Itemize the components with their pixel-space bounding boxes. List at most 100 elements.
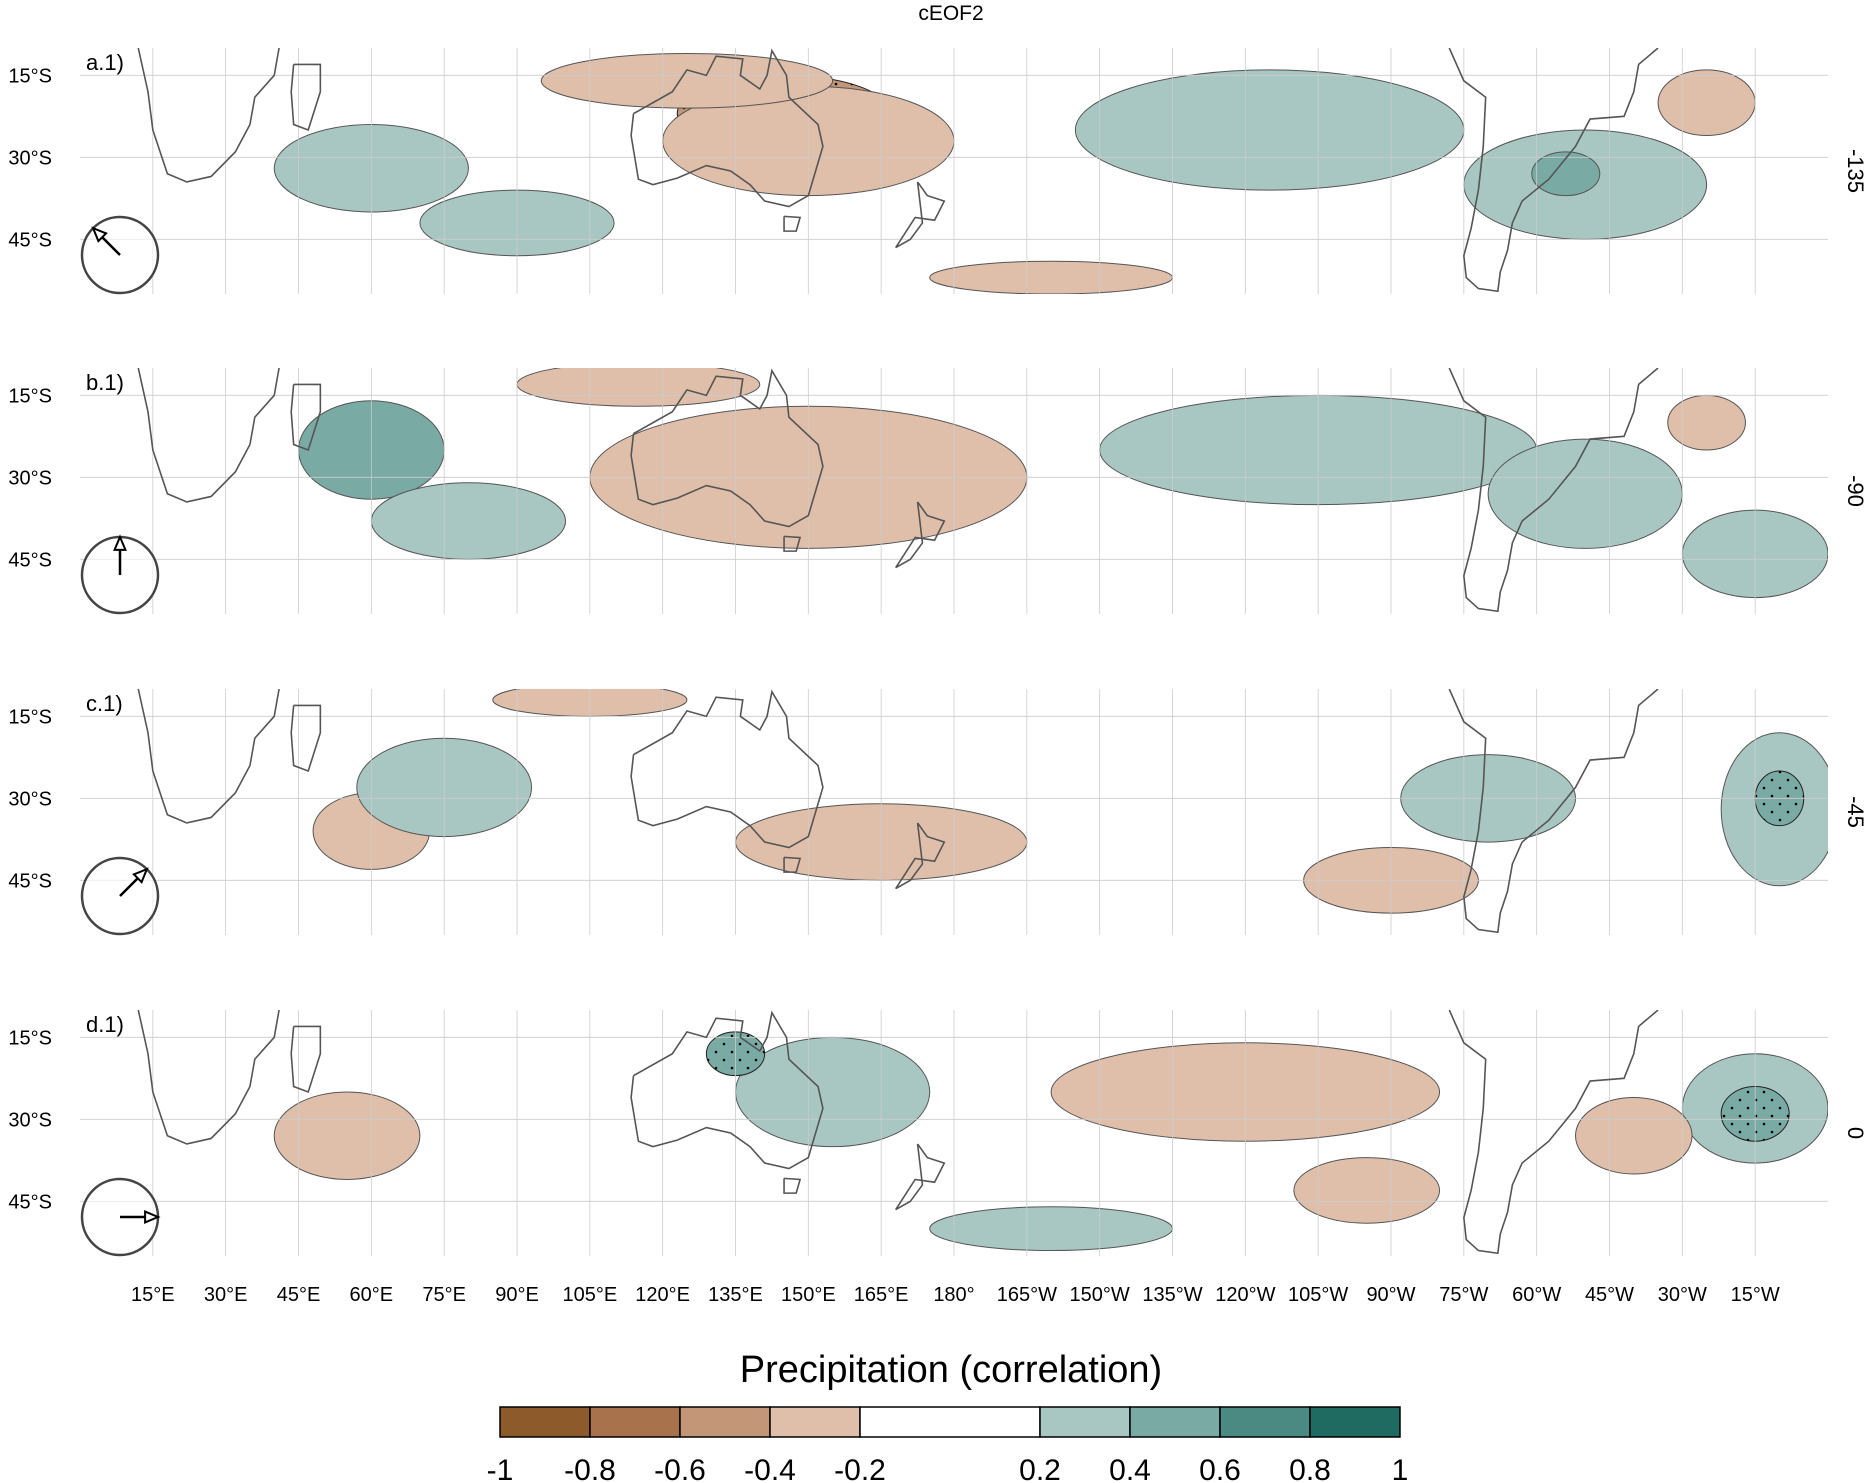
panel-label: c.1) <box>86 691 123 716</box>
phase-label: -45 <box>1843 796 1868 828</box>
x-tick-label: 45°W <box>1585 1284 1634 1306</box>
x-tick-label: 60°E <box>350 1284 394 1306</box>
x-tick-label: 135°E <box>708 1284 763 1306</box>
colorbar-swatch <box>589 1406 681 1438</box>
correlation-region <box>1575 1096 1693 1175</box>
correlation-region <box>929 260 1173 294</box>
x-tick-label: 15°W <box>1731 1284 1780 1306</box>
coastline <box>895 822 946 890</box>
coastline <box>1448 48 1659 293</box>
x-tick-label: 60°W <box>1512 1284 1561 1306</box>
coastline <box>630 689 824 849</box>
coastline <box>895 501 946 569</box>
correlation-region <box>1531 151 1601 197</box>
x-tick-label: 15°E <box>131 1284 175 1306</box>
panel-label: d.1) <box>86 1012 124 1037</box>
phase-label: -90 <box>1843 475 1868 507</box>
map-panel: a.1) 15°S 30°S 45°S -135 <box>8 48 1868 295</box>
coastline <box>137 689 280 824</box>
colorbar-tick-label: -0.4 <box>744 1454 796 1483</box>
coastline <box>783 535 802 552</box>
coastline <box>137 1010 280 1145</box>
colorbar-title: Precipitation (correlation) <box>740 1349 1162 1391</box>
coastline <box>290 63 322 132</box>
coastline <box>1448 689 1659 934</box>
y-tick-label: 15°S <box>8 385 52 407</box>
x-tick-label: 165°W <box>997 1284 1057 1306</box>
colorbar-tick-label: -1 <box>487 1454 514 1483</box>
colorbar-swatches <box>499 1406 1401 1438</box>
x-tick-label: 105°W <box>1288 1284 1348 1306</box>
correlation-region <box>370 482 567 560</box>
x-tick-label: 30°W <box>1658 1284 1707 1306</box>
phase-label: -135 <box>1843 149 1868 193</box>
x-tick-label: 180° <box>933 1284 974 1306</box>
x-tick-label: 165°E <box>854 1284 909 1306</box>
x-axis: 15°E 30°E 45°E 60°E 75°E 90°E 105°E 120°E 135°E 1… <box>131 1284 1780 1306</box>
correlation-region <box>540 52 834 109</box>
phase-arrow-head <box>113 534 127 551</box>
y-tick-label: 45°S <box>8 870 52 892</box>
phase-arrow-head <box>91 226 108 243</box>
x-tick-label: 135°W <box>1142 1284 1202 1306</box>
x-tick-label: 45°E <box>277 1284 321 1306</box>
phase-arrow-head <box>132 867 149 884</box>
colorbar-tick-label: 0.6 <box>1199 1454 1241 1483</box>
x-tick-label: 150°W <box>1070 1284 1130 1306</box>
coastline <box>290 704 322 773</box>
map-panel: c.1) 15°S 30°S 45°S -45 <box>8 689 1868 936</box>
map-panel: d.1) 15°S 30°S 45°S 0 <box>8 1010 1868 1257</box>
x-tick-label: 150°E <box>781 1284 836 1306</box>
map-panel: b.1) 15°S 30°S 45°S -90 <box>8 368 1868 615</box>
x-tick-label: 105°E <box>562 1284 617 1306</box>
correlation-region <box>1657 69 1756 136</box>
colorbar: Precipitation (correlation) -1 -0.8 -0.6 -0… <box>487 1349 1409 1483</box>
coastline <box>290 383 322 452</box>
phase-arrow-head <box>144 1210 161 1224</box>
coastline <box>630 368 824 528</box>
colorbar-tick-label: -0.2 <box>834 1454 886 1483</box>
x-tick-label: 120°W <box>1215 1284 1275 1306</box>
colorbar-tick-label: 1 <box>1392 1454 1409 1483</box>
coastline <box>783 215 802 232</box>
colorbar-tick-label: -0.8 <box>564 1454 616 1483</box>
colorbar-swatch <box>769 1406 861 1438</box>
coastline <box>630 1010 824 1170</box>
coastline <box>137 368 280 503</box>
correlation-region <box>1667 394 1746 451</box>
coastline <box>137 48 280 183</box>
y-tick-label: 15°S <box>8 1027 52 1049</box>
y-tick-label: 30°S <box>8 147 52 169</box>
y-tick-label: 45°S <box>8 1191 52 1213</box>
coastline <box>630 48 824 208</box>
colorbar-swatch <box>679 1406 771 1438</box>
y-tick-label: 15°S <box>8 706 52 728</box>
x-tick-label: 120°E <box>635 1284 690 1306</box>
x-tick-label: 90°E <box>495 1284 539 1306</box>
panel-label: b.1) <box>86 370 124 395</box>
correlation-region <box>929 1206 1173 1252</box>
panels-group: a.1) 15°S 30°S 45°S -135 b.1) 15°S 30°S 45°S -90 c… <box>8 48 1868 1257</box>
colorbar-swatch <box>1039 1406 1131 1438</box>
y-tick-label: 15°S <box>8 65 52 87</box>
y-tick-label: 30°S <box>8 788 52 810</box>
colorbar-ticks: -1 -0.8 -0.6 -0.4 -0.2 0.2 0.4 0.6 0.8 1 <box>487 1454 1409 1483</box>
correlation-region <box>1293 1157 1441 1224</box>
figure-title: cEOF2 <box>918 2 983 25</box>
colorbar-swatch <box>1219 1406 1311 1438</box>
x-tick-label: 90°W <box>1366 1284 1415 1306</box>
colorbar-swatch <box>1129 1406 1221 1438</box>
correlation-region <box>273 1091 421 1180</box>
correlation-region <box>516 368 761 407</box>
coastline <box>895 181 946 249</box>
colorbar-tick-label: 0.8 <box>1289 1454 1331 1483</box>
coastline <box>1448 368 1659 613</box>
x-tick-label: 75°E <box>422 1284 466 1306</box>
colorbar-tick-label: 0.4 <box>1109 1454 1151 1483</box>
y-tick-label: 45°S <box>8 229 52 251</box>
coastline <box>783 1177 802 1194</box>
y-tick-label: 45°S <box>8 549 52 571</box>
coastline <box>1448 1010 1659 1255</box>
colorbar-swatch <box>859 1406 1041 1438</box>
